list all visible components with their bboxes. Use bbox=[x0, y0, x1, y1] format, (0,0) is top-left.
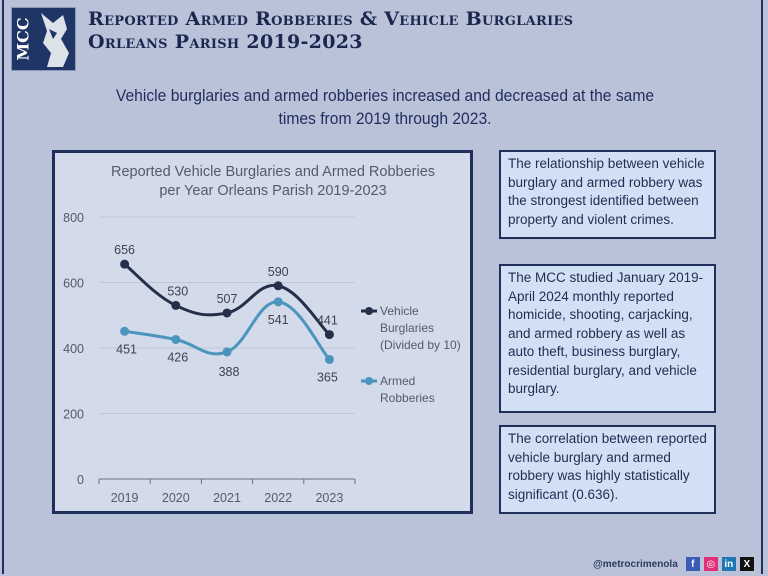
x-tick-label: 2022 bbox=[264, 491, 292, 505]
data-label: 441 bbox=[317, 314, 338, 328]
title-line-2: Orleans Parish 2019-2023 bbox=[88, 31, 363, 53]
y-tick-label: 800 bbox=[63, 211, 84, 225]
instagram-icon[interactable]: ◎ bbox=[703, 557, 718, 571]
social-handle[interactable]: @metrocrimenola bbox=[593, 558, 678, 570]
page-subtitle: Vehicle burglaries and armed robberies i… bbox=[60, 84, 710, 130]
data-point bbox=[222, 347, 232, 357]
y-tick-label: 600 bbox=[63, 277, 84, 291]
x-icon[interactable]: X bbox=[739, 557, 754, 571]
mcc-logo: MCC bbox=[11, 7, 76, 71]
data-point bbox=[120, 326, 130, 336]
y-tick-label: 400 bbox=[63, 342, 84, 356]
data-point bbox=[273, 297, 283, 307]
legend-label: Robberies bbox=[380, 391, 435, 405]
data-label: 451 bbox=[116, 342, 137, 356]
logo-text: MCC bbox=[13, 17, 33, 61]
y-tick-label: 0 bbox=[77, 473, 84, 487]
x-tick-label: 2020 bbox=[162, 491, 190, 505]
chart-panel: Reported Vehicle Burglaries and Armed Ro… bbox=[52, 150, 473, 514]
wolf-icon bbox=[41, 13, 69, 67]
legend-label: Vehicle bbox=[380, 304, 419, 318]
chart-title-line-2: per Year Orleans Parish 2019-2023 bbox=[159, 183, 386, 199]
series-line bbox=[124, 300, 331, 361]
legend-label: Burglaries bbox=[380, 321, 434, 335]
legend-swatch-marker bbox=[365, 307, 373, 315]
info-box-correlation: The correlation between reported vehicle… bbox=[499, 425, 716, 514]
logo-text-column: MCC bbox=[12, 8, 34, 70]
data-label: 530 bbox=[167, 284, 188, 298]
legend-swatch-marker bbox=[365, 377, 373, 385]
data-point bbox=[171, 300, 181, 310]
chart-title-line-1: Reported Vehicle Burglaries and Armed Ro… bbox=[111, 164, 435, 180]
legend-label: Armed bbox=[380, 374, 415, 388]
data-point bbox=[324, 354, 334, 364]
data-point bbox=[222, 308, 232, 318]
data-label: 365 bbox=[317, 370, 338, 384]
line-chart: Reported Vehicle Burglaries and Armed Ro… bbox=[63, 164, 461, 505]
footer-social: @metrocrimenola f ◎ in X bbox=[593, 555, 754, 573]
subtitle-line-2: times from 2019 through 2023. bbox=[278, 109, 492, 128]
data-label: 656 bbox=[114, 243, 135, 257]
data-point bbox=[273, 281, 283, 291]
x-tick-label: 2019 bbox=[111, 491, 139, 505]
data-point bbox=[324, 330, 334, 340]
x-tick-label: 2023 bbox=[315, 491, 343, 505]
data-point bbox=[120, 259, 130, 269]
y-tick-label: 200 bbox=[63, 408, 84, 422]
subtitle-line-1: Vehicle burglaries and armed robberies i… bbox=[115, 86, 655, 105]
facebook-icon[interactable]: f bbox=[685, 557, 700, 571]
title-line-1: Reported Armed Robberies & Vehicle Burgl… bbox=[88, 8, 574, 30]
data-point bbox=[171, 334, 181, 344]
linkedin-icon[interactable]: in bbox=[721, 557, 736, 571]
data-label: 541 bbox=[268, 313, 289, 327]
data-label: 388 bbox=[219, 365, 240, 379]
x-tick-label: 2021 bbox=[213, 491, 241, 505]
legend-label: (Divided by 10) bbox=[380, 338, 461, 352]
data-label: 590 bbox=[268, 265, 289, 279]
info-box-relationship: The relationship between vehicle burglar… bbox=[499, 150, 716, 239]
page-title: Reported Armed Robberies & Vehicle Burgl… bbox=[88, 8, 573, 54]
data-label: 507 bbox=[217, 292, 238, 306]
data-label: 426 bbox=[167, 350, 188, 364]
info-box-methodology: The MCC studied January 2019-April 2024 … bbox=[499, 264, 716, 413]
